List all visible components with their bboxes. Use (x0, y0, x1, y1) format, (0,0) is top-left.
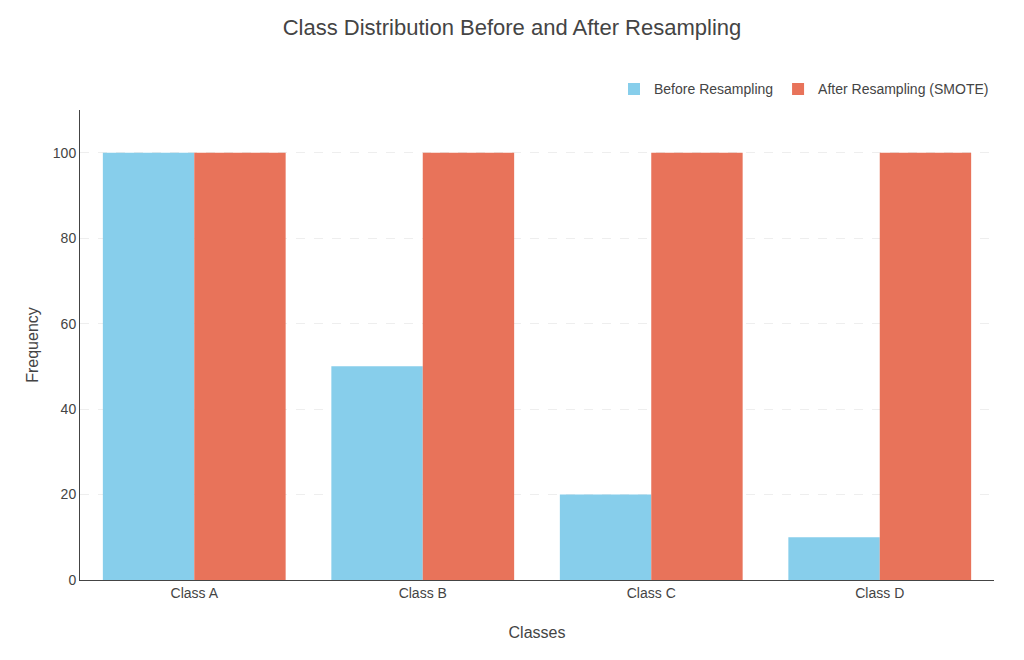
svg-text:Class C: Class C (627, 585, 676, 601)
svg-text:80: 80 (61, 230, 77, 246)
svg-text:Class D: Class D (855, 585, 904, 601)
svg-text:Class A: Class A (171, 585, 219, 601)
svg-text:After Resampling (SMOTE): After Resampling (SMOTE) (818, 81, 988, 97)
svg-text:100: 100 (53, 145, 77, 161)
svg-text:Class Distribution Before and: Class Distribution Before and After Resa… (283, 15, 742, 40)
svg-text:60: 60 (61, 316, 77, 332)
svg-text:0: 0 (68, 572, 76, 588)
svg-text:Classes: Classes (509, 624, 566, 641)
svg-text:Class B: Class B (399, 585, 447, 601)
svg-text:Before Resampling: Before Resampling (654, 81, 773, 97)
svg-text:Frequency: Frequency (24, 307, 41, 383)
svg-text:20: 20 (61, 486, 77, 502)
svg-text:40: 40 (61, 401, 77, 417)
